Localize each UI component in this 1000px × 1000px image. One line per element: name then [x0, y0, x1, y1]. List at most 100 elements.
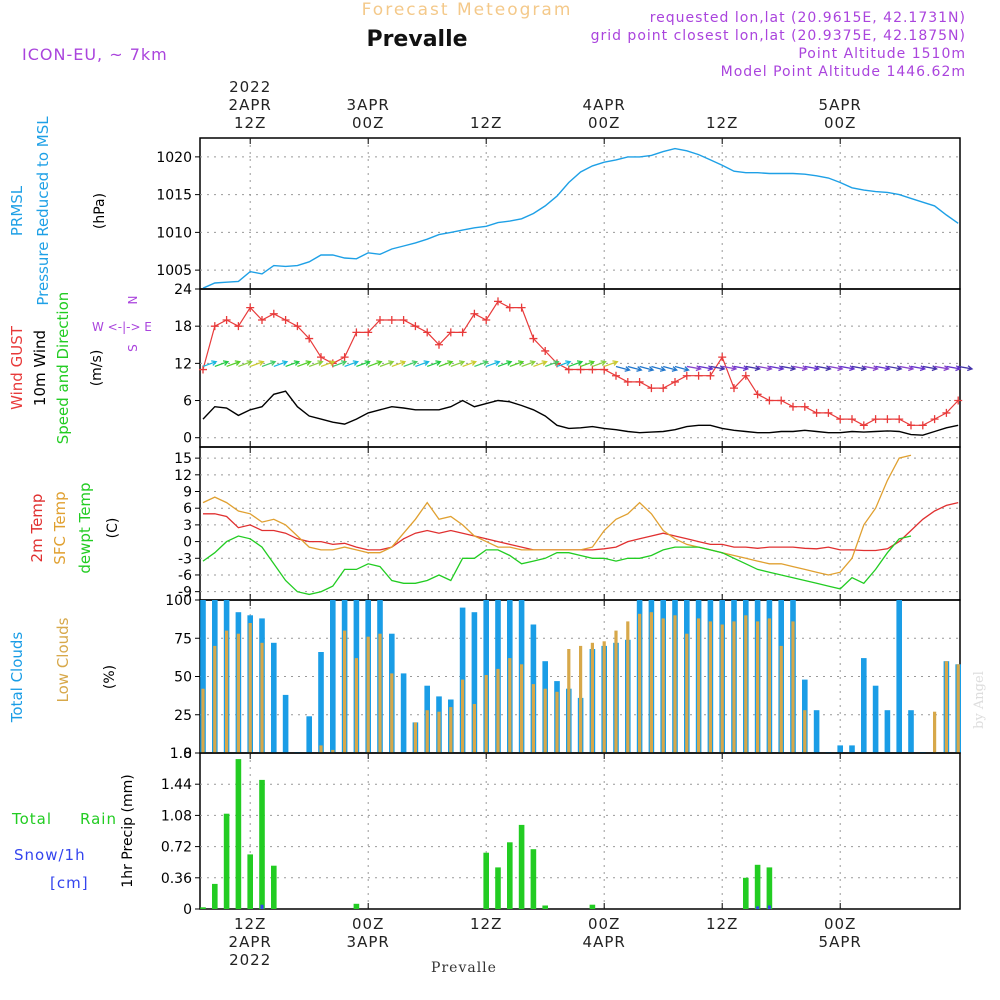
rain-bar [589, 904, 596, 909]
wind-direction-arrow [438, 360, 454, 368]
wind-direction-arrow [297, 360, 312, 368]
low-cloud-bar [708, 621, 712, 753]
low-cloud-bar [626, 621, 630, 753]
temp-label-2m: 2m Temp [28, 494, 46, 563]
wind-direction-arrow [403, 360, 419, 368]
bottom-time-label: 00Z [824, 915, 856, 933]
low-cloud-bar [248, 623, 252, 753]
gust-marker [423, 328, 432, 337]
wind-direction-arrow [863, 365, 879, 372]
gust-marker [529, 334, 538, 343]
wind-direction-arrow [249, 360, 265, 368]
cloud-label-total: Total Clouds [8, 632, 26, 724]
wind-direction-arrow [639, 365, 655, 372]
top-time-label: 00Z [824, 114, 856, 132]
top-time-label: 00Z [588, 114, 620, 132]
y-tick-label: 1.44 [161, 777, 192, 793]
wind-direction-arrow [887, 365, 903, 372]
low-cloud-bar [213, 645, 217, 753]
wind-direction-arrow [391, 360, 407, 368]
y-tick-label: 25 [174, 708, 192, 724]
low-cloud-bar [461, 679, 465, 753]
panel-wind: 0 6 12 18 24 Wind GUST 10m Wind Speed and Direc… [8, 282, 974, 448]
wind-direction-arrow [273, 360, 289, 368]
gust-marker [494, 297, 502, 306]
wind-direction-arrow [781, 365, 797, 372]
wind-direction-arrow [556, 360, 572, 368]
wind-direction-arrow [474, 360, 489, 368]
low-cloud-bar [767, 618, 771, 753]
low-cloud-bar [732, 621, 736, 753]
rain-bar [754, 864, 761, 909]
bottom-time-label: 12Z [234, 915, 266, 933]
low-cloud-bar [343, 630, 347, 753]
rain-bar [542, 905, 548, 909]
wind-direction-arrow [663, 365, 679, 372]
low-cloud-bar [484, 675, 488, 753]
model-label: ICON-EU, ~ 7km [22, 45, 168, 64]
low-cloud-bar [614, 630, 618, 753]
wind-direction-arrow [450, 360, 466, 368]
low-cloud-bar [354, 658, 358, 753]
wind-direction-arrow [356, 360, 371, 368]
low-cloud-bar [319, 745, 323, 753]
wind-direction-arrow [592, 360, 607, 368]
snow-bar [260, 904, 264, 909]
top-time-label: 2022 [229, 78, 271, 96]
wind-direction-arrow [686, 365, 702, 372]
wind-direction-arrow [367, 360, 383, 368]
snow-bar [756, 906, 760, 909]
rain-bar [200, 907, 206, 909]
low-cloud-bar [437, 711, 441, 753]
wind-direction-arrow [509, 360, 525, 368]
wind-direction-arrow [261, 360, 277, 368]
bottom-time-label: 4APR [583, 933, 626, 951]
y-tick-label: 0 [183, 902, 192, 918]
bottom-time-label: 12Z [470, 915, 502, 933]
temp-dewpt-line [202, 535, 912, 596]
watermark: by Angel [972, 671, 987, 729]
low-cloud-bar [425, 710, 429, 753]
wind-direction-arrow [674, 365, 690, 372]
pressure-label-prmsl: PRMSL [8, 185, 26, 236]
gust-marker [859, 421, 868, 430]
rain-bar [766, 867, 773, 909]
pressure-label-msl: Pressure Reduced to MSL [34, 116, 52, 306]
wind-label-gust: Wind GUST [8, 325, 26, 410]
gust-marker [446, 328, 455, 337]
precip-unit-label: 1hr Precip (mm) [120, 774, 136, 887]
low-cloud-bar [744, 615, 748, 753]
gust-marker [600, 365, 609, 374]
low-cloud-bar [590, 642, 594, 753]
total-cloud-bar [200, 600, 206, 753]
wind-direction-arrow [285, 360, 301, 368]
rain-bar [212, 883, 218, 909]
y-tick-label: 0 [183, 746, 192, 762]
y-tick-label: 24 [174, 282, 192, 298]
y-tick-label: 3 [183, 518, 192, 534]
wind-direction-arrow [202, 360, 218, 368]
total-cloud-bar [849, 745, 855, 753]
wind-direction-arrow [426, 360, 442, 368]
gust-marker [258, 315, 266, 324]
y-tick-label: 6 [183, 394, 192, 410]
wind-direction-arrow [722, 365, 738, 372]
gust-marker [435, 340, 443, 349]
low-cloud-bar [720, 624, 724, 753]
low-cloud-bar [236, 633, 240, 753]
low-cloud-bar [956, 664, 960, 753]
temp-2m-line [203, 501, 959, 552]
top-time-label: 2APR [229, 96, 272, 114]
gust-marker [848, 415, 856, 424]
bottom-time-label: 00Z [588, 915, 620, 933]
wind-direction-arrow [462, 360, 478, 368]
top-time-label: 12Z [234, 114, 266, 132]
rain-bar [235, 759, 242, 909]
gust-marker [234, 322, 243, 331]
gust-marker [789, 402, 797, 411]
wind-direction-arrow [757, 365, 773, 372]
gust-marker [765, 396, 774, 405]
wind-direction-arrow [733, 365, 750, 372]
gust-marker [517, 303, 526, 312]
